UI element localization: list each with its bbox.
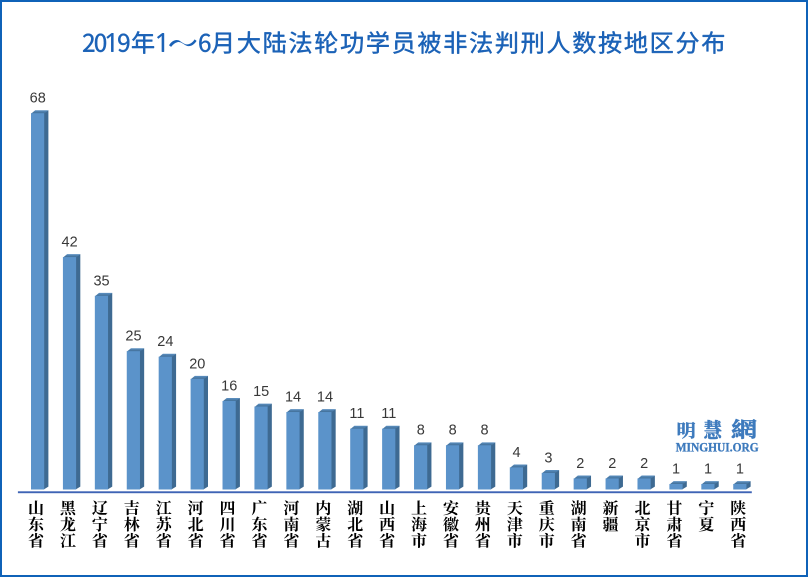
svg-text:14: 14 bbox=[285, 390, 301, 406]
svg-text:20: 20 bbox=[189, 356, 205, 372]
svg-text:2: 2 bbox=[640, 456, 648, 472]
svg-text:11: 11 bbox=[381, 406, 396, 422]
svg-text:1: 1 bbox=[704, 461, 712, 477]
svg-text:2: 2 bbox=[608, 456, 616, 472]
svg-text:MINGHUI.ORG: MINGHUI.ORG bbox=[676, 441, 759, 455]
svg-text:24: 24 bbox=[157, 334, 173, 350]
svg-text:11: 11 bbox=[349, 406, 364, 422]
svg-text:4: 4 bbox=[512, 445, 520, 461]
svg-text:15: 15 bbox=[253, 384, 269, 400]
svg-text:1: 1 bbox=[736, 461, 744, 477]
svg-text:1: 1 bbox=[672, 461, 680, 477]
svg-text:35: 35 bbox=[93, 273, 109, 289]
svg-text:16: 16 bbox=[221, 378, 237, 394]
svg-text:8: 8 bbox=[417, 423, 425, 439]
svg-text:3: 3 bbox=[544, 450, 552, 466]
svg-text:8: 8 bbox=[481, 423, 489, 439]
svg-text:25: 25 bbox=[125, 329, 141, 345]
svg-text:42: 42 bbox=[62, 235, 78, 251]
svg-text:14: 14 bbox=[317, 390, 333, 406]
svg-text:2: 2 bbox=[576, 456, 584, 472]
svg-text:8: 8 bbox=[449, 423, 457, 439]
svg-text:68: 68 bbox=[30, 91, 46, 107]
